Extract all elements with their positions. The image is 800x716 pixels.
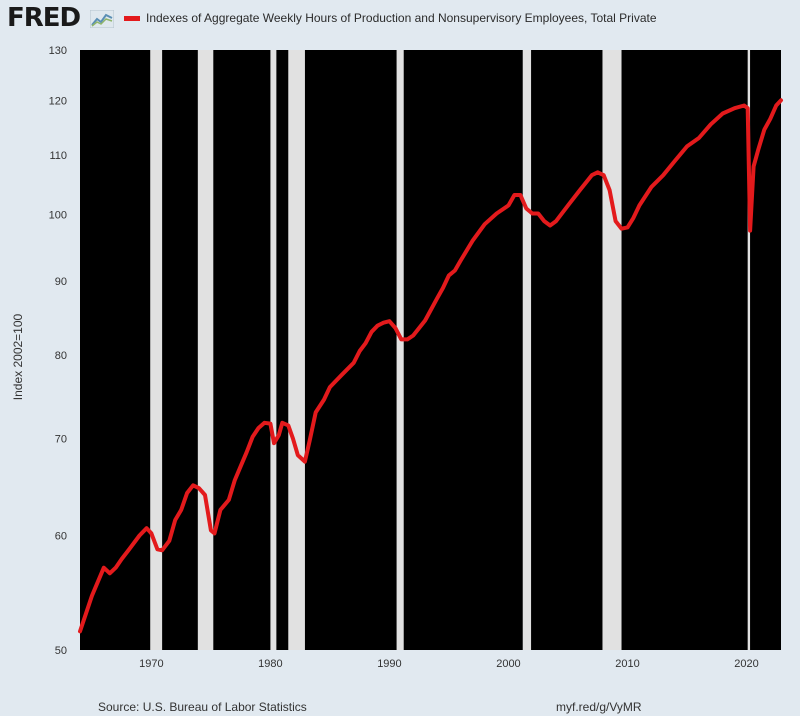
y-tick-label: 110 [49,150,67,162]
series-line[interactable] [78,98,783,634]
recession-band [602,50,622,650]
header: FRED Indexes of Aggregate Weekly Hours o… [0,0,800,40]
recession-band [522,50,532,650]
recession-band [270,50,277,650]
y-tick-label: 60 [55,531,67,543]
y-tick-label: 80 [55,350,67,362]
recession-band [288,50,305,650]
y-tick-label: 120 [49,95,67,107]
x-tick-label: 2000 [496,658,520,670]
y-axis-label: Index 2002=100 [11,313,25,401]
x-tick-label: 2010 [615,658,639,670]
source-note: Source: U.S. Bureau of Labor Statistics [98,700,307,714]
x-tick-label: 1970 [139,658,163,670]
chart-legend: Indexes of Aggregate Weekly Hours of Pro… [124,11,657,25]
y-tick-label: 70 [55,434,67,446]
x-tick-label: 2020 [734,658,758,670]
x-tick-label: 1980 [258,658,282,670]
recession-band [197,50,214,650]
legend-label: Indexes of Aggregate Weekly Hours of Pro… [146,11,657,25]
y-tick-label: 130 [49,45,67,57]
y-tick-label: 100 [49,210,67,222]
y-tick-label: 50 [55,645,67,657]
short-link[interactable]: myf.red/g/VyMR [556,700,642,714]
recession-band [747,50,751,650]
y-tick-label: 90 [55,276,67,288]
recession-band [150,50,163,650]
plot-background [80,50,781,650]
y-axis-label-wrap: Index 2002=100 [8,260,28,460]
x-tick-label: 1990 [377,658,401,670]
recession-band [396,50,404,650]
line-chart-icon [90,10,114,28]
legend-swatch [124,15,140,21]
fred-logo[interactable]: FRED [7,3,81,33]
